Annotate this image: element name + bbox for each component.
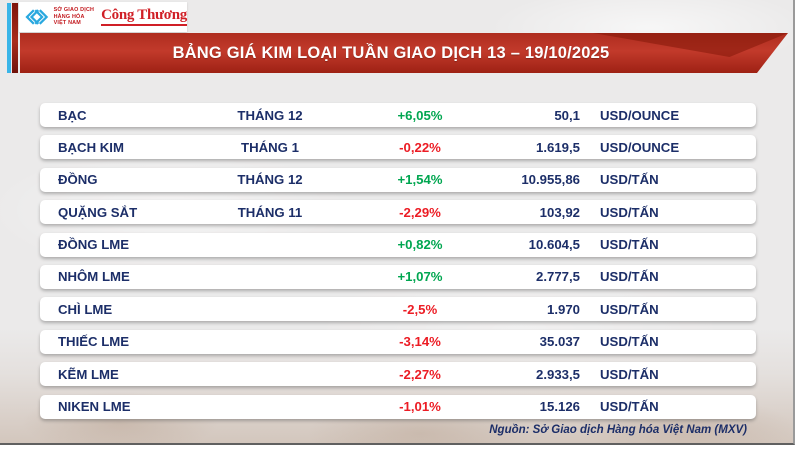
table-row: THIẾC LME -3,14% 35.037 USD/TẤN: [40, 329, 756, 354]
congthuong-logo: Công Thương: [101, 8, 187, 26]
table-row: KẼM LME -2,27% 2.933,5 USD/TẤN: [40, 362, 756, 387]
mxv-logo-text-line: SỞ GIAO DỊCH: [53, 7, 95, 14]
table-row: ĐỒNG THÁNG 12 +1,54% 10.955,86 USD/TẤN: [40, 167, 756, 192]
commodity-name: BẠC: [58, 107, 87, 123]
table-row: NHÔM LME +1,07% 2.777,5 USD/TẤN: [40, 264, 756, 289]
price-value: 2.777,5: [536, 269, 580, 285]
change-percent: -0,22%: [399, 139, 441, 155]
price-unit: USD/OUNCE: [600, 107, 680, 123]
change-percent: -1,01%: [399, 399, 441, 415]
commodity-name: ĐỒNG: [58, 172, 98, 188]
mxv-logo-text-line: VIỆT NAM: [53, 20, 81, 27]
price-value: 1.619,5: [536, 139, 580, 155]
commodity-name: NIKEN LME: [58, 399, 131, 415]
price-value: 2.933,5: [536, 366, 580, 382]
price-unit: USD/TẤN: [600, 399, 659, 415]
price-value: 103,92: [539, 204, 580, 220]
price-unit: USD/TẤN: [600, 204, 659, 220]
price-table: BẠC THÁNG 12 +6,05% 50,1 USD/OUNCE BẠCH …: [40, 103, 756, 427]
commodity-name: BẠCH KIM: [58, 139, 124, 155]
commodity-name: NHÔM LME: [58, 269, 130, 285]
contract-month: THÁNG 12: [237, 172, 303, 188]
commodity-name: CHÌ LME: [58, 301, 113, 317]
page-title: BẢNG GIÁ KIM LOẠI TUẦN GIAO DỊCH 13 – 19…: [172, 43, 610, 62]
change-percent: +6,05%: [397, 107, 443, 123]
table-row: CHÌ LME -2,5% 1.970 USD/TẤN: [40, 297, 756, 322]
left-accent-stripe-cyan: [7, 3, 11, 73]
change-percent: -3,14%: [399, 334, 441, 350]
price-value: 10.955,86: [521, 172, 580, 188]
table-row: QUẶNG SẮT THÁNG 11 -2,29% 103,92 USD/TẤN: [40, 200, 756, 225]
commodity-name: KẼM LME: [58, 366, 119, 382]
change-percent: -2,5%: [402, 301, 438, 317]
header-logos: SỞ GIAO DỊCH HÀNG HÓA VIỆT NAM Công Thươ…: [19, 2, 187, 32]
table-row: BẠCH KIM THÁNG 1 -0,22% 1.619,5 USD/OUNC…: [40, 135, 756, 160]
mxv-logo-text-line: HÀNG HÓA: [53, 13, 85, 20]
source-attribution: Nguồn: Sở Giao dịch Hàng hóa Việt Nam (M…: [489, 424, 747, 436]
mxv-logo-icon: [25, 9, 49, 25]
contract-month: THÁNG 11: [237, 204, 303, 220]
contract-month: THÁNG 12: [237, 107, 303, 123]
mxv-logo-text: SỞ GIAO DỊCH HÀNG HÓA VIỆT NAM: [54, 7, 95, 26]
contract-month: THÁNG 1: [241, 139, 299, 155]
price-value: 35.037: [539, 334, 580, 350]
commodity-name: THIẾC LME: [58, 334, 130, 350]
price-value: 1.970: [546, 301, 580, 317]
change-percent: -2,29%: [399, 204, 441, 220]
price-unit: USD/TẤN: [600, 334, 659, 350]
commodity-name: QUẶNG SẮT: [58, 204, 138, 220]
price-unit: USD/OUNCE: [600, 139, 680, 155]
change-percent: +1,07%: [397, 269, 443, 285]
price-unit: USD/TẤN: [600, 172, 659, 188]
price-unit: USD/TẤN: [600, 301, 659, 317]
left-accent-stripe-red: [12, 3, 18, 73]
price-value: 10.604,5: [528, 237, 580, 253]
price-unit: USD/TẤN: [600, 237, 659, 253]
table-row: BẠC THÁNG 12 +6,05% 50,1 USD/OUNCE: [40, 103, 756, 127]
commodity-name: ĐỒNG LME: [58, 237, 130, 253]
change-percent: +1,54%: [397, 172, 443, 188]
price-value: 50,1: [554, 107, 580, 123]
change-percent: +0,82%: [397, 237, 443, 253]
title-banner: BẢNG GIÁ KIM LOẠI TUẦN GIAO DỊCH 13 – 19…: [20, 33, 788, 73]
table-row: ĐỒNG LME +0,82% 10.604,5 USD/TẤN: [40, 232, 756, 257]
price-value: 15.126: [539, 399, 580, 415]
change-percent: -2,27%: [399, 366, 441, 382]
price-unit: USD/TẤN: [600, 269, 659, 285]
table-row: NIKEN LME -1,01% 15.126 USD/TẤN: [40, 394, 756, 419]
price-unit: USD/TẤN: [600, 366, 659, 382]
